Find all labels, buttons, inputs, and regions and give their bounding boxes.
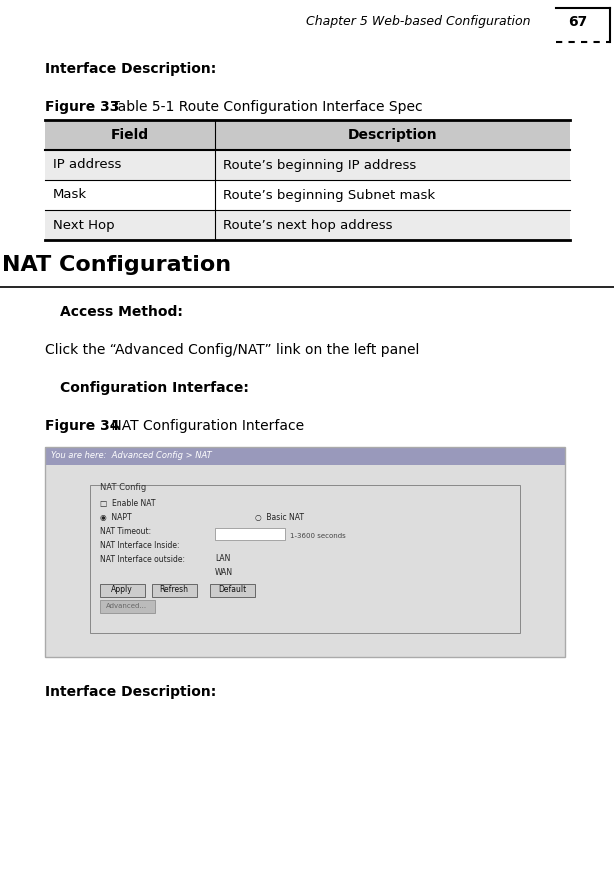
Text: Access Method:: Access Method: — [60, 305, 183, 319]
Bar — [100, 584, 145, 597]
Bar — [210, 584, 255, 597]
Text: Figure 34: Figure 34 — [45, 419, 120, 433]
Bar — [152, 584, 197, 597]
Text: Apply: Apply — [111, 586, 133, 595]
Text: Mask: Mask — [53, 189, 87, 202]
Text: NAT Configuration Interface: NAT Configuration Interface — [107, 419, 304, 433]
Text: NAT Timeout:: NAT Timeout: — [100, 527, 151, 536]
Text: Advanced...: Advanced... — [106, 603, 147, 609]
Text: Interface Description:: Interface Description: — [45, 685, 216, 699]
Text: Configuration Interface:: Configuration Interface: — [60, 381, 249, 395]
Text: NAT Config: NAT Config — [100, 483, 146, 492]
Text: 1-3600 seconds: 1-3600 seconds — [290, 533, 346, 539]
Bar — [90, 485, 520, 633]
Text: Refresh: Refresh — [160, 586, 188, 595]
Bar — [45, 447, 565, 657]
Bar — [100, 600, 155, 613]
Text: IP address: IP address — [53, 159, 122, 171]
Text: You are here:  Advanced Config > NAT: You are here: Advanced Config > NAT — [51, 451, 212, 460]
Bar — [45, 150, 570, 180]
Text: Field: Field — [111, 128, 149, 142]
Text: WAN: WAN — [215, 568, 233, 577]
Bar — [45, 180, 570, 210]
Text: Interface Description:: Interface Description: — [45, 62, 216, 76]
Text: ◉  NAPT: ◉ NAPT — [100, 513, 131, 522]
Text: Route’s beginning IP address: Route’s beginning IP address — [223, 159, 416, 171]
Text: NAT Interface outside:: NAT Interface outside: — [100, 555, 185, 564]
Bar — [215, 528, 285, 540]
Bar — [45, 447, 565, 465]
Text: Click the “Advanced Config/NAT” link on the left panel: Click the “Advanced Config/NAT” link on … — [45, 343, 419, 357]
Text: Table 5-1 Route Configuration Interface Spec: Table 5-1 Route Configuration Interface … — [107, 100, 422, 114]
Bar — [45, 210, 570, 240]
Text: 67: 67 — [569, 15, 588, 29]
Text: Figure 33: Figure 33 — [45, 100, 119, 114]
Bar — [45, 120, 570, 150]
Text: ○  Basic NAT: ○ Basic NAT — [255, 513, 304, 522]
Text: Route’s next hop address: Route’s next hop address — [223, 218, 392, 231]
Text: Route’s beginning Subnet mask: Route’s beginning Subnet mask — [223, 189, 435, 202]
Text: Description: Description — [348, 128, 437, 142]
Text: LAN: LAN — [215, 554, 230, 563]
Text: □  Enable NAT: □ Enable NAT — [100, 499, 155, 508]
Text: Next Hop: Next Hop — [53, 218, 115, 231]
Text: NAT Interface Inside:: NAT Interface Inside: — [100, 541, 179, 550]
Text: Default: Default — [218, 586, 246, 595]
Text: NAT Configuration: NAT Configuration — [2, 255, 231, 275]
Text: Chapter 5 Web-based Configuration: Chapter 5 Web-based Configuration — [306, 16, 530, 29]
Bar — [45, 465, 565, 657]
